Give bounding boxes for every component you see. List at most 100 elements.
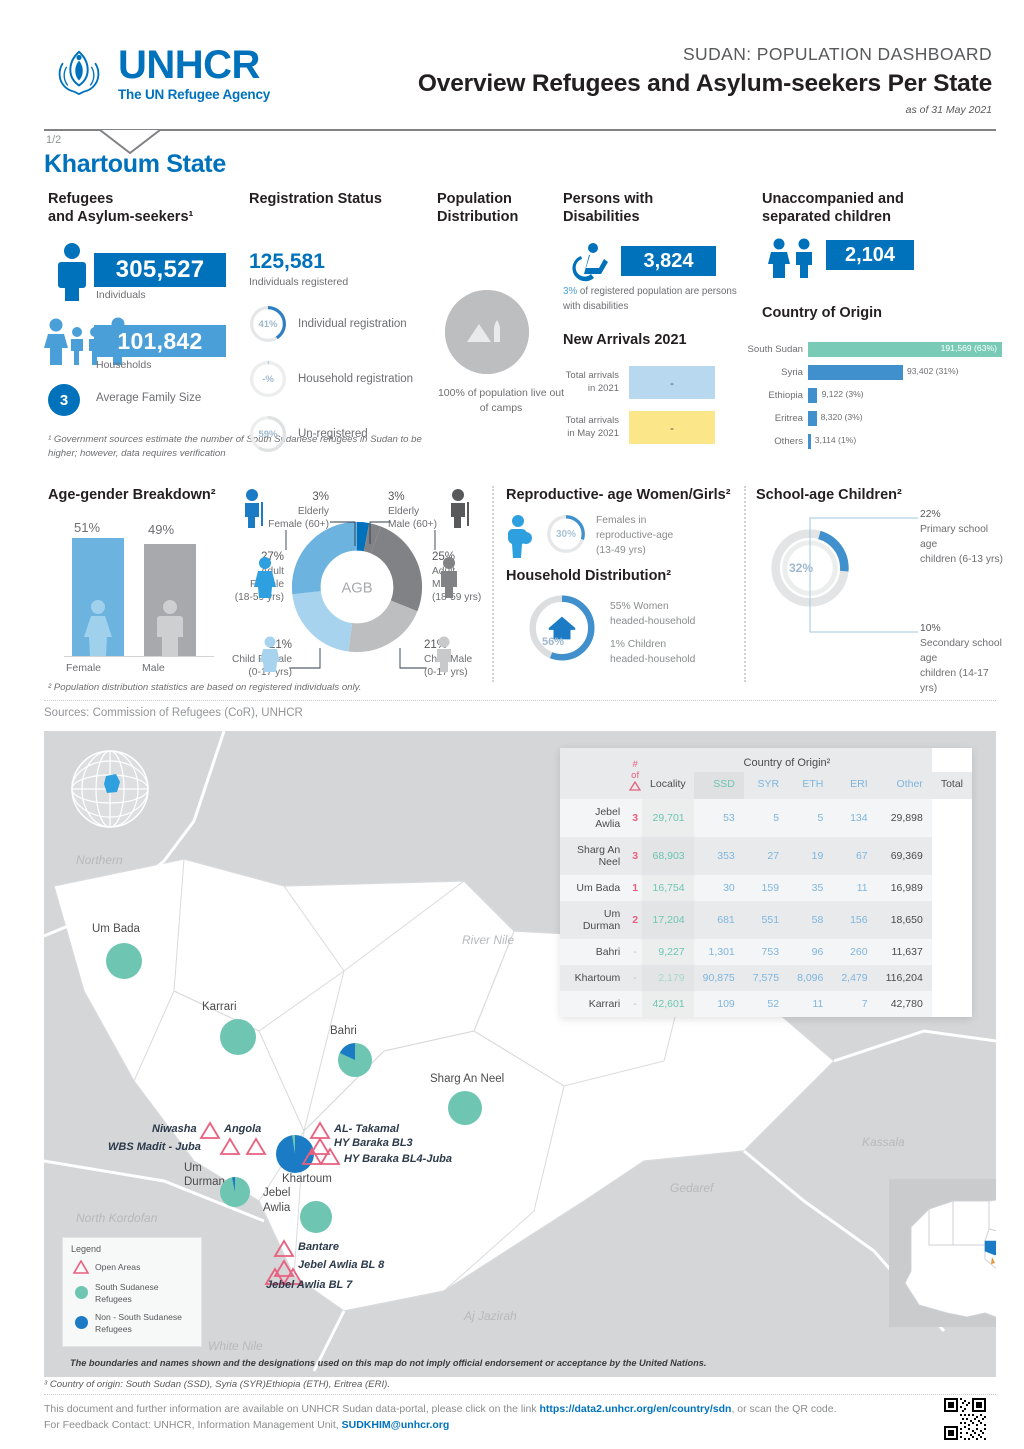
map-locality-sharg-an-neel: Sharg An Neel bbox=[430, 1073, 505, 1085]
cell-other: 156 bbox=[850, 914, 868, 926]
cell-other: 2,479 bbox=[841, 972, 868, 984]
logo-subtitle: The UN Refugee Agency bbox=[118, 86, 271, 102]
unregistered-donut: 59% bbox=[249, 415, 287, 453]
sources-line: Sources: Commission of Refugees (CoR), U… bbox=[44, 707, 303, 719]
male-pct: 49% bbox=[148, 522, 175, 537]
map-disclaimer: The boundaries and names shown and the d… bbox=[70, 1358, 707, 1368]
table-head: # of Country of Origin² Locality SSD SYR… bbox=[560, 748, 972, 799]
table-row: Um Bada 1 16,754 30 159 35 11 16,989 bbox=[560, 875, 972, 901]
map-camp-jebel-awlia-bl8: Jebel Awlia BL 8 bbox=[298, 1259, 385, 1271]
cell-ssd: 16,754 bbox=[642, 875, 694, 901]
feedback-email-link[interactable]: SUDKHIM@unhcr.org bbox=[341, 1419, 450, 1431]
cell-eri: 19 bbox=[811, 850, 824, 862]
map-dot-um-bada bbox=[106, 943, 142, 979]
country-of-origin-title: Country of Origin bbox=[762, 305, 883, 321]
dashboard-kicker: SUDAN: POPULATION DASHBOARD bbox=[682, 44, 992, 64]
cell-syr: 30 bbox=[723, 882, 735, 894]
cell-syr: 353 bbox=[717, 850, 735, 862]
disabilities-note-rest: of registered population are persons wit… bbox=[563, 286, 737, 312]
cell-ssd: 2,179 bbox=[642, 965, 694, 991]
country-of-origin-table: # of Country of Origin² Locality SSD SYR… bbox=[560, 748, 972, 1017]
reproductive-household-section: Reproductive- age Women/Girls² 30% Femal… bbox=[506, 486, 741, 665]
data-portal-link[interactable]: https://data2.unhcr.org/en/country/sdn bbox=[539, 1403, 732, 1415]
children-icon bbox=[768, 238, 812, 278]
legend-triangle-icon bbox=[73, 1260, 89, 1274]
country-of-origin-chart: South Sudan 191,569 (63%) Syria 93,402 (… bbox=[746, 340, 1002, 455]
cell-total: 18,650 bbox=[890, 914, 923, 926]
legend-title: Legend bbox=[71, 1244, 102, 1254]
cell-ssd: 9,227 bbox=[642, 939, 694, 965]
cell-eri: 8,096 bbox=[797, 972, 824, 984]
section-divider-1 bbox=[492, 486, 494, 682]
footer-line1-text-b: , or scan the QR code. bbox=[731, 1403, 837, 1415]
school-age-section: School-age Children² 32% 22% Primary sch… bbox=[756, 486, 1006, 694]
age-gender-bar-chart: 51% Female 49% Male bbox=[60, 520, 214, 674]
household-pct: 56% bbox=[542, 636, 565, 648]
header-titles: SUDAN: POPULATION DASHBOARD Overview Ref… bbox=[418, 44, 992, 116]
child-female-figure-icon bbox=[260, 636, 280, 672]
map-state-north-kordofan: North Kordofan bbox=[76, 1211, 158, 1225]
cell-locality: Jebel Awlia bbox=[595, 806, 621, 830]
coo-category: South Sudan bbox=[747, 344, 803, 355]
household-registration-label: Household registration bbox=[298, 373, 414, 386]
map-state-gedaref: Gedaref bbox=[670, 1181, 714, 1195]
table-row: Bahri - 9,227 1,301 753 96 260 11,637 bbox=[560, 939, 972, 965]
map-dot-um-durman bbox=[220, 1177, 250, 1207]
map-camp-jebel-awlia-bl7: Jebel Awlia BL 7 bbox=[266, 1279, 353, 1291]
cell-eri: 35 bbox=[811, 882, 824, 894]
coo-bar-row: South Sudan 191,569 (63%) bbox=[746, 340, 1002, 359]
family-size-label: Average Family Size bbox=[96, 392, 202, 404]
map-state-kassala: Kassala bbox=[862, 1135, 905, 1149]
households-label: Households bbox=[96, 359, 152, 371]
registration-row: 59% Un-registered bbox=[249, 415, 439, 453]
refugees-title: Refugees and Asylum-seekers¹ bbox=[48, 191, 194, 226]
household-distribution-title: Household Distribution² bbox=[506, 568, 672, 584]
age-gender-title: Age-gender Breakdown² bbox=[48, 487, 216, 503]
cell-sites: 2 bbox=[632, 914, 639, 926]
map-camp-niwasha: Niwasha bbox=[152, 1123, 197, 1135]
table-sites-header: # of bbox=[628, 748, 643, 799]
cell-eri: 5 bbox=[817, 812, 824, 824]
table-row: Khartoum - 2,179 90,875 7,575 8,096 2,47… bbox=[560, 965, 972, 991]
coo-bar bbox=[808, 365, 904, 380]
map-camp-bantare: Bantare bbox=[298, 1241, 339, 1253]
coo-value: 191,569 (63%) bbox=[940, 343, 997, 353]
map-dot-bahri bbox=[338, 1043, 372, 1077]
table-group-header: Country of Origin² bbox=[642, 748, 932, 772]
table-row: Jebel Awlia 3 29,701 53 5 5 134 29,898 bbox=[560, 799, 972, 837]
individual-registration-label: Individual registration bbox=[298, 318, 407, 331]
cell-sites: 1 bbox=[632, 882, 639, 894]
population-distribution-caption: 100% of population live out of camps bbox=[437, 387, 565, 415]
new-arrivals-value: - bbox=[629, 411, 715, 444]
coo-value: 3,114 (1%) bbox=[814, 435, 857, 445]
unregistered-pct: 59% bbox=[258, 428, 278, 440]
header-divider bbox=[44, 129, 996, 131]
adult-male-figure-icon bbox=[441, 557, 457, 598]
female-bar bbox=[72, 538, 124, 656]
cell-syr: 681 bbox=[717, 914, 735, 926]
household-donut bbox=[529, 595, 595, 661]
page-number: 1/2 bbox=[46, 134, 62, 146]
adult-female-figure-icon bbox=[254, 557, 276, 598]
coo-bar-row: Others 3,114 (1%) bbox=[746, 432, 1002, 451]
cell-locality: Um Durman bbox=[582, 908, 621, 932]
new-arrivals-label: Total arrivals in May 2021 bbox=[565, 414, 619, 439]
cell-sites: - bbox=[633, 972, 637, 984]
legend-label-open-areas: Open Areas bbox=[95, 1262, 141, 1272]
elderly-male-figure-icon bbox=[451, 489, 469, 528]
table-col-ssd: SSD bbox=[693, 772, 744, 799]
new-arrivals-title: New Arrivals 2021 bbox=[563, 332, 687, 348]
qr-code-icon[interactable] bbox=[944, 1398, 986, 1440]
registration-section: Registration Status 125,581 Individuals … bbox=[249, 190, 439, 453]
page-title: Overview Refugees and Asylum-seekers Per… bbox=[417, 70, 992, 97]
sudan-inset-geometry bbox=[904, 1199, 996, 1318]
population-distribution-title: Population Distribution bbox=[437, 191, 519, 226]
cell-total: 42,780 bbox=[890, 998, 923, 1010]
table-body: Jebel Awlia 3 29,701 53 5 5 134 29,898 S… bbox=[560, 799, 972, 1017]
map-state-northern: Northern bbox=[76, 853, 123, 867]
map-camp-angola: Angola bbox=[224, 1123, 262, 1135]
cell-sites: 3 bbox=[632, 850, 639, 862]
cell-locality: Khartoum bbox=[574, 972, 621, 984]
cell-ssd: 17,204 bbox=[642, 901, 694, 939]
